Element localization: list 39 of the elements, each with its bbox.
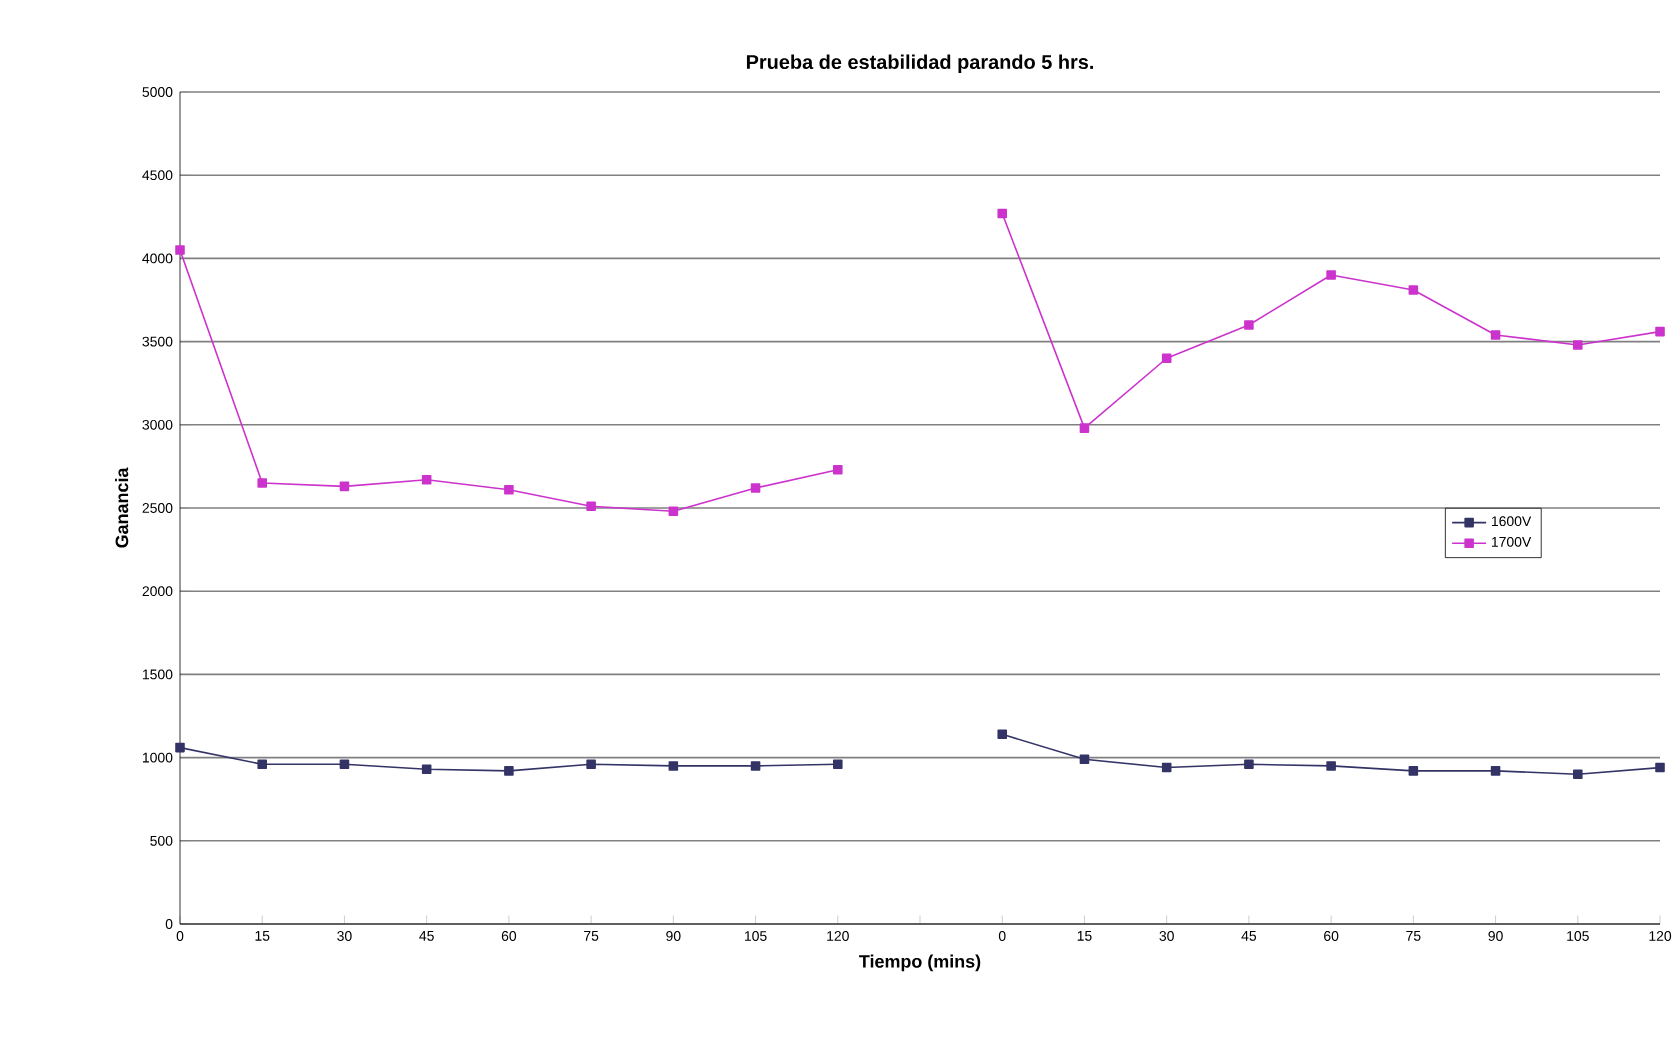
point bbox=[1326, 270, 1336, 280]
point bbox=[997, 729, 1008, 740]
point bbox=[175, 742, 185, 753]
point bbox=[1326, 761, 1336, 771]
point bbox=[1573, 340, 1583, 350]
point bbox=[175, 245, 185, 255]
point bbox=[1079, 754, 1090, 765]
point bbox=[1244, 320, 1254, 330]
point bbox=[1573, 769, 1583, 780]
point bbox=[586, 759, 596, 770]
point bbox=[1079, 423, 1090, 433]
x-axis-title: Tiempo (mins) bbox=[859, 954, 981, 972]
chart-title: Prueba de estabilidad parando 5 hrs. bbox=[746, 54, 1094, 73]
point bbox=[750, 483, 761, 493]
point bbox=[339, 759, 350, 770]
point bbox=[257, 478, 268, 488]
point bbox=[1408, 766, 1419, 776]
point bbox=[257, 759, 268, 770]
point bbox=[668, 506, 679, 517]
point bbox=[421, 764, 432, 775]
point bbox=[1244, 759, 1254, 770]
point bbox=[1655, 326, 1665, 337]
point bbox=[833, 464, 843, 475]
point bbox=[586, 501, 596, 512]
y-axis-title: Ganancia bbox=[115, 467, 129, 548]
point bbox=[1490, 766, 1501, 776]
point bbox=[504, 766, 514, 776]
point bbox=[504, 484, 514, 495]
point bbox=[668, 761, 679, 771]
point bbox=[339, 481, 350, 492]
point bbox=[1490, 330, 1501, 340]
point bbox=[1655, 762, 1665, 773]
point bbox=[833, 759, 843, 770]
point bbox=[1408, 285, 1419, 295]
point bbox=[1161, 353, 1172, 364]
point bbox=[421, 474, 432, 485]
point bbox=[997, 208, 1008, 219]
point bbox=[1161, 762, 1172, 773]
point bbox=[750, 761, 761, 771]
